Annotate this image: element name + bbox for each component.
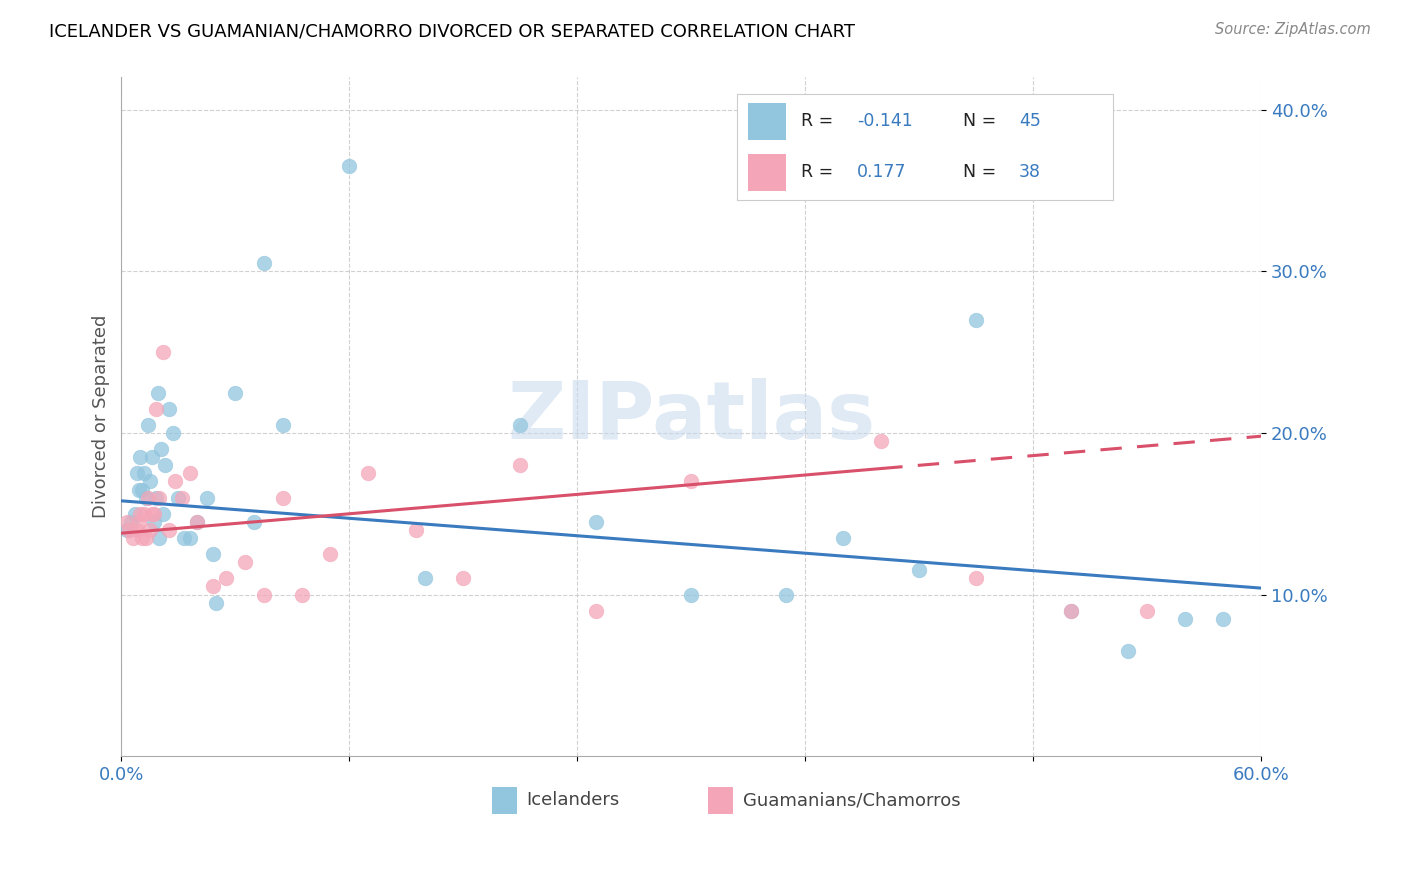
Point [173, 531, 195, 545]
Point [832, 531, 855, 545]
Point [136, 417, 159, 432]
Point [271, 417, 294, 432]
Point [141, 450, 163, 465]
Point [152, 507, 174, 521]
Point [253, 256, 276, 270]
Text: ICELANDER VS GUAMANIAN/CHAMORRO DIVORCED OR SEPARATED CORRELATION CHART: ICELANDER VS GUAMANIAN/CHAMORRO DIVORCED… [49, 22, 855, 40]
Point [453, 571, 475, 585]
Point [125, 523, 148, 537]
Point [139, 475, 162, 489]
Point [131, 483, 153, 497]
Point [145, 491, 167, 505]
Point [509, 417, 531, 432]
Point [319, 547, 342, 561]
Point [136, 491, 159, 505]
Point [224, 385, 246, 400]
Point [186, 515, 208, 529]
Point [585, 515, 607, 529]
Point [870, 434, 893, 448]
Point [163, 475, 186, 489]
Point [145, 401, 167, 416]
Point [195, 491, 218, 505]
Y-axis label: Divorced or Separated: Divorced or Separated [93, 315, 110, 518]
Point [128, 515, 150, 529]
Point [253, 588, 276, 602]
Point [415, 571, 437, 585]
Point [243, 515, 266, 529]
Point [134, 467, 156, 481]
Point [142, 515, 165, 529]
Point [291, 588, 314, 602]
Point [172, 491, 194, 505]
Point [162, 425, 184, 440]
Point [146, 385, 169, 400]
Point [152, 345, 174, 359]
Point [115, 523, 138, 537]
Point [157, 523, 180, 537]
Point [131, 531, 153, 545]
Point [233, 555, 256, 569]
Point [1116, 644, 1139, 658]
Point [128, 483, 150, 497]
Point [153, 458, 176, 473]
Point [120, 515, 142, 529]
Point [271, 491, 294, 505]
FancyBboxPatch shape [492, 787, 517, 814]
Point [201, 580, 224, 594]
Text: ZIPatlas: ZIPatlas [508, 378, 876, 456]
Point [1136, 604, 1159, 618]
Point [129, 450, 152, 465]
Point [1060, 604, 1083, 618]
Point [148, 531, 170, 545]
Point [681, 588, 703, 602]
Point [908, 563, 931, 577]
Point [118, 523, 141, 537]
Point [167, 491, 190, 505]
Point [125, 467, 148, 481]
Point [965, 571, 987, 585]
Text: Icelanders: Icelanders [526, 791, 619, 809]
Point [142, 507, 165, 521]
Point [179, 467, 201, 481]
Point [135, 531, 157, 545]
Point [681, 475, 703, 489]
Point [405, 523, 427, 537]
FancyBboxPatch shape [709, 787, 734, 814]
Point [585, 604, 607, 618]
Point [124, 507, 146, 521]
Point [139, 523, 162, 537]
Point [1060, 604, 1083, 618]
Point [337, 159, 360, 173]
Point [201, 547, 224, 561]
Point [1212, 612, 1234, 626]
Point [148, 491, 170, 505]
Text: Guamanians/Chamorros: Guamanians/Chamorros [742, 791, 960, 809]
Point [179, 531, 201, 545]
Point [141, 507, 163, 521]
Point [186, 515, 208, 529]
Point [115, 515, 138, 529]
Point [1174, 612, 1197, 626]
Point [775, 588, 797, 602]
Point [150, 442, 173, 457]
Point [121, 531, 143, 545]
Point [135, 491, 157, 505]
Point [134, 507, 156, 521]
Point [157, 401, 180, 416]
Point [129, 507, 152, 521]
Point [357, 467, 380, 481]
Text: Source: ZipAtlas.com: Source: ZipAtlas.com [1215, 22, 1371, 37]
Point [965, 313, 987, 327]
Point [205, 596, 228, 610]
Point [509, 458, 531, 473]
Point [215, 571, 238, 585]
